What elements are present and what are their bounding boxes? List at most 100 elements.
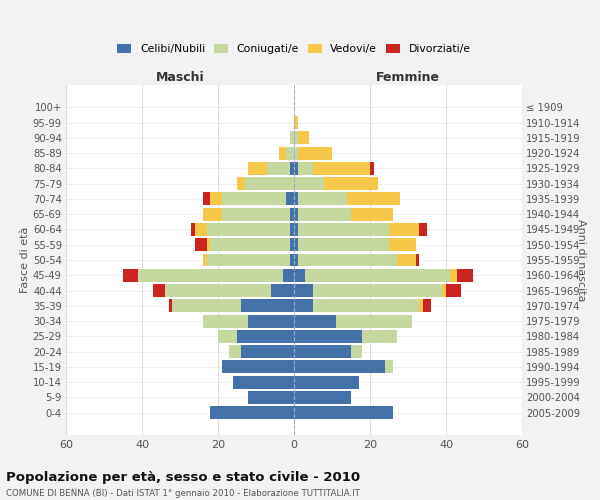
Y-axis label: Anni di nascita: Anni di nascita [577,219,586,301]
Y-axis label: Fasce di età: Fasce di età [20,227,30,293]
Text: COMUNE DI BENNA (BI) - Dati ISTAT 1° gennaio 2010 - Elaborazione TUTTITALIA.IT: COMUNE DI BENNA (BI) - Dati ISTAT 1° gen… [6,489,360,498]
Text: Popolazione per età, sesso e stato civile - 2010: Popolazione per età, sesso e stato civil… [6,471,360,484]
Bar [268,162,290,175]
Bar [362,330,397,343]
Bar [241,300,294,312]
Bar [290,162,294,175]
Bar [248,391,294,404]
Bar [294,345,351,358]
Bar [271,284,294,297]
Bar [211,406,294,419]
Bar [211,238,290,251]
Bar [290,208,294,220]
Bar [385,360,393,374]
Bar [294,314,336,328]
Bar [203,314,248,328]
Bar [203,208,222,220]
Bar [416,254,419,266]
Bar [298,238,389,251]
Bar [294,223,298,236]
Text: Maschi: Maschi [155,70,205,84]
Bar [294,406,393,419]
Bar [351,345,362,358]
Bar [419,223,427,236]
Bar [294,146,298,160]
Bar [294,330,362,343]
Bar [154,284,165,297]
Bar [370,162,374,175]
Bar [298,223,389,236]
Bar [290,223,294,236]
Bar [237,177,245,190]
Bar [206,223,290,236]
Bar [294,269,305,281]
Bar [206,254,290,266]
Bar [290,238,294,251]
Bar [389,223,419,236]
Bar [294,177,325,190]
Bar [298,254,397,266]
Bar [286,146,294,160]
Bar [294,376,359,388]
Bar [294,238,298,251]
Bar [298,132,309,144]
Bar [172,300,241,312]
Bar [165,284,271,297]
Bar [347,192,400,205]
Bar [313,300,419,312]
Bar [397,254,416,266]
Bar [298,146,332,160]
Bar [294,391,351,404]
Bar [203,254,206,266]
Bar [290,254,294,266]
Bar [206,238,211,251]
Bar [351,208,393,220]
Bar [294,300,313,312]
Bar [229,345,241,358]
Bar [450,269,457,281]
Bar [442,284,446,297]
Bar [457,269,473,281]
Text: Femmine: Femmine [376,70,440,84]
Bar [286,192,294,205]
Bar [305,269,450,281]
Bar [248,162,268,175]
Bar [294,192,298,205]
Bar [389,238,416,251]
Bar [313,284,442,297]
Bar [279,146,286,160]
Bar [218,330,237,343]
Bar [283,269,294,281]
Bar [248,314,294,328]
Legend: Celibi/Nubili, Coniugati/e, Vedovi/e, Divorziati/e: Celibi/Nubili, Coniugati/e, Vedovi/e, Di… [115,42,473,56]
Bar [203,192,211,205]
Bar [294,254,298,266]
Bar [169,300,172,312]
Bar [294,360,385,374]
Bar [241,345,294,358]
Bar [423,300,431,312]
Bar [195,223,206,236]
Bar [446,284,461,297]
Bar [245,177,294,190]
Bar [298,162,313,175]
Bar [233,376,294,388]
Bar [294,208,298,220]
Bar [294,162,298,175]
Bar [294,132,298,144]
Bar [222,360,294,374]
Bar [222,192,286,205]
Bar [419,300,423,312]
Bar [211,192,222,205]
Bar [237,330,294,343]
Bar [222,208,290,220]
Bar [138,269,283,281]
Bar [336,314,412,328]
Bar [298,208,351,220]
Bar [195,238,206,251]
Bar [290,132,294,144]
Bar [191,223,195,236]
Bar [294,284,313,297]
Bar [325,177,377,190]
Bar [123,269,138,281]
